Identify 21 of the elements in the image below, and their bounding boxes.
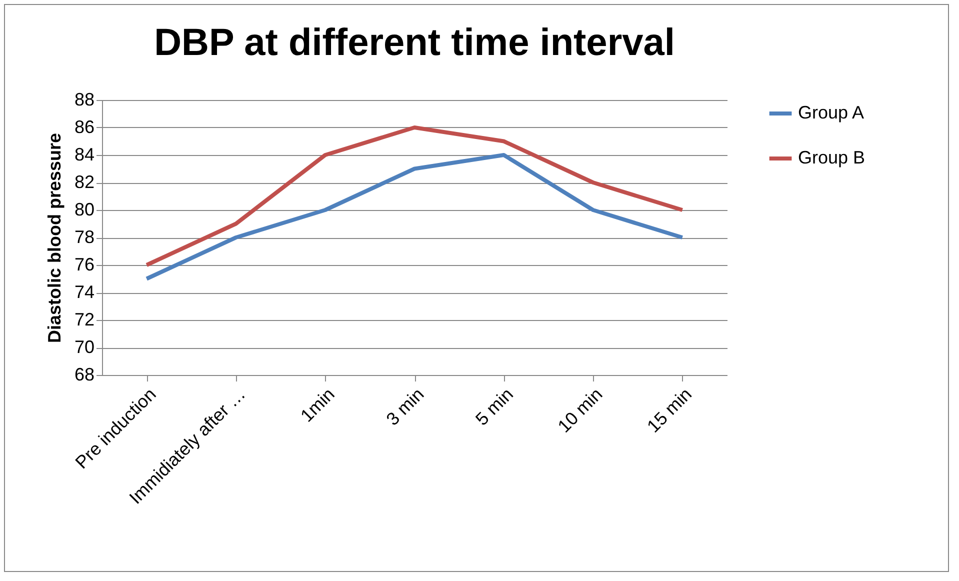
legend-label: Group A — [798, 102, 864, 122]
x-tick-label: 10 min — [554, 384, 606, 436]
y-tick-label: 78 — [74, 227, 94, 247]
x-tick-label: 3 min — [382, 384, 428, 430]
y-axis-title: Diastolic blood pressure — [44, 132, 64, 344]
x-tick-label: 5 min — [472, 384, 518, 430]
y-tick-label: 76 — [74, 254, 94, 274]
y-tick-label: 74 — [74, 282, 94, 302]
line-series — [144, 153, 684, 281]
chart-title: DBP at different time interval — [154, 22, 675, 64]
y-tick-label: 88 — [74, 90, 94, 110]
y-tick-label: 72 — [74, 310, 94, 330]
y-tick-label: 84 — [74, 144, 94, 164]
x-tick-label: 15 min — [643, 384, 696, 436]
y-tick-label: 68 — [74, 364, 94, 384]
legend-label: Group B — [798, 148, 866, 168]
y-tick-label: 82 — [74, 172, 94, 192]
y-tick-label: 80 — [74, 200, 94, 220]
line-series — [144, 126, 684, 267]
y-tick-label: 70 — [74, 337, 94, 357]
y-tick-label: 86 — [74, 117, 94, 137]
